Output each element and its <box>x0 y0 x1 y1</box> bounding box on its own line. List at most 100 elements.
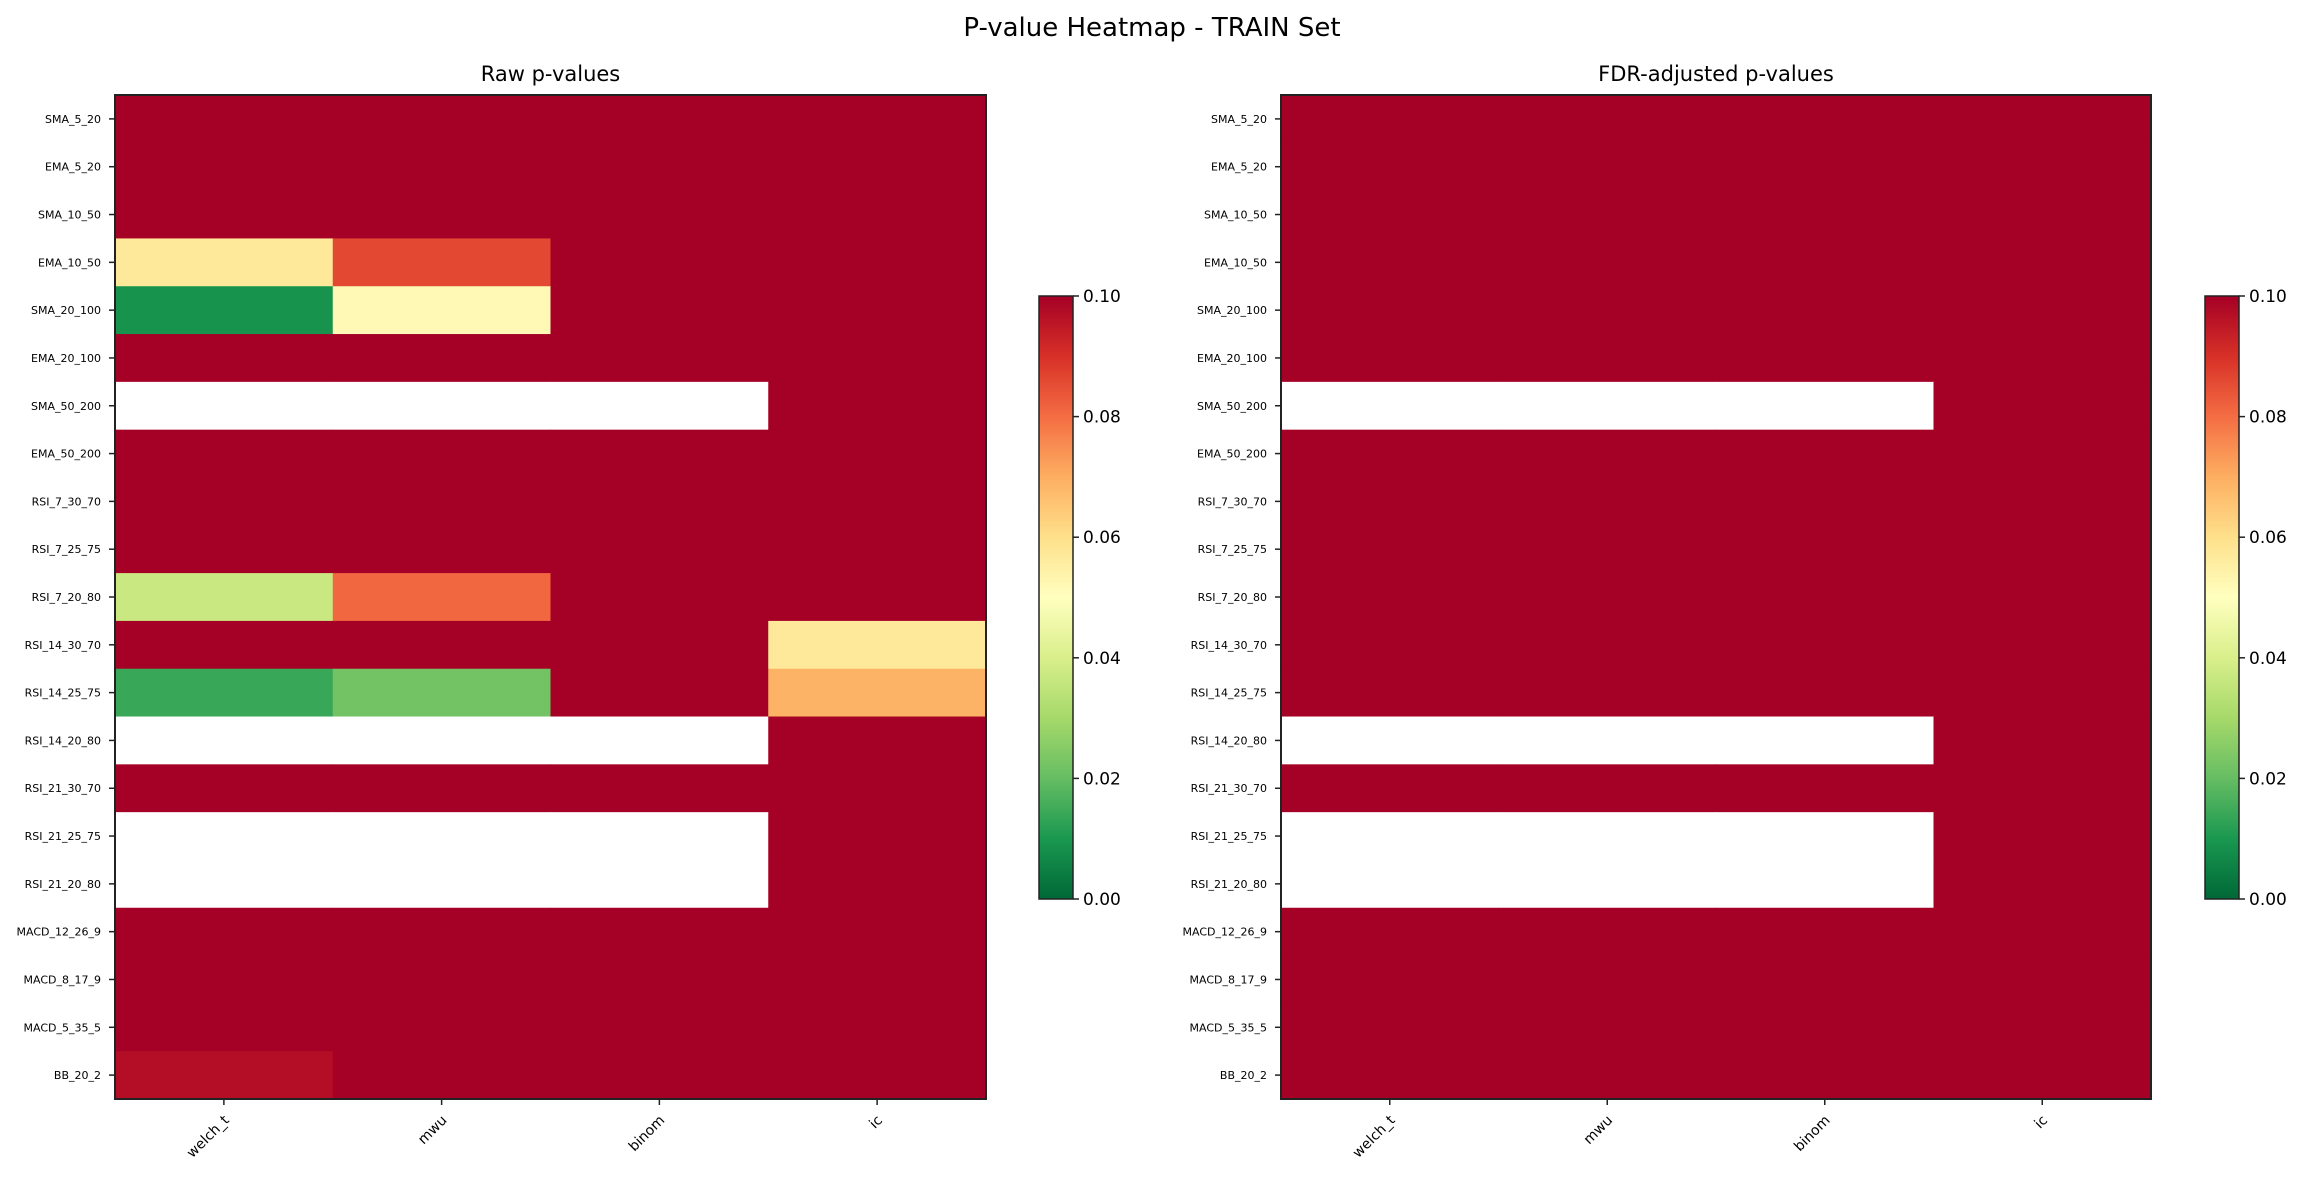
heatmap-cell <box>115 955 334 1004</box>
heatmap-cell <box>332 381 552 431</box>
heatmap-cell <box>1498 764 1717 813</box>
y-tick-label: EMA_10_50 <box>1204 256 1267 269</box>
x-tick-label: ic <box>2032 1113 2052 1133</box>
y-tick-label: RSI_14_25_75 <box>1191 687 1267 700</box>
panel-title: FDR-adjusted p-values <box>1598 62 1834 86</box>
y-tick-label: MACD_5_35_5 <box>1190 1021 1267 1034</box>
heatmap-cell <box>115 477 334 526</box>
heatmap-cell <box>115 238 334 287</box>
heatmap-cell <box>1933 668 2152 718</box>
heatmap-cell <box>115 812 334 861</box>
heatmap-panel-0: Raw p-values SMA_5_20 EMA_5_20 SMA_10_50 EMA… <box>17 62 1121 1161</box>
heatmap-cell <box>1716 620 1935 670</box>
heatmap-cell <box>1933 716 2152 765</box>
heatmap-cell <box>1716 668 1935 718</box>
heatmap-cell <box>1716 573 1935 622</box>
heatmap-cell <box>1933 238 2152 287</box>
heatmap-cell <box>1498 668 1717 718</box>
colorbar-tick-label: 0.08 <box>1083 408 1121 428</box>
heatmap-cell <box>1281 238 1500 287</box>
heatmap-cell <box>1498 429 1717 479</box>
heatmap-cell <box>1716 716 1935 765</box>
colorbar-tick-label: 0.02 <box>1083 769 1121 789</box>
colorbar-tick-label: 0.00 <box>2249 890 2287 910</box>
heatmap-cell <box>115 668 334 718</box>
y-tick-label: RSI_21_20_80 <box>25 878 101 891</box>
heatmap-cell <box>1716 1003 1935 1052</box>
heatmap-cell <box>1498 620 1717 670</box>
heatmap-panel-1: FDR-adjusted p-values SMA_5_20 EMA_5_20 SMA… <box>1183 62 2287 1161</box>
heatmap-cell <box>1933 812 2152 861</box>
y-tick-label: RSI_21_25_75 <box>1191 830 1267 843</box>
heatmap-cell <box>1281 620 1500 670</box>
y-tick-label: BB_20_2 <box>1220 1069 1267 1082</box>
heatmap-cell <box>115 429 334 479</box>
heatmap-cell <box>1716 955 1935 1004</box>
x-tick-label: mwu <box>1581 1113 1616 1148</box>
heatmap-cell <box>1281 142 1500 192</box>
heatmap-cell <box>1281 907 1500 957</box>
heatmap-cell <box>1716 764 1935 813</box>
heatmap-cell <box>1498 1051 1717 1100</box>
heatmap-cell <box>115 620 334 670</box>
heatmap-cell <box>1281 190 1500 240</box>
heatmap-cell <box>1281 286 1500 335</box>
heatmap-cell <box>1933 1051 2152 1100</box>
y-tick-label: EMA_50_200 <box>31 448 101 461</box>
heatmap-cell <box>1933 334 2152 383</box>
heatmap-cell <box>1716 95 1935 144</box>
figure-title: P-value Heatmap - TRAIN Set <box>963 13 1340 43</box>
heatmap-cell <box>1716 334 1935 383</box>
heatmap-cell <box>1716 477 1935 526</box>
heatmap-cell <box>1498 334 1717 383</box>
y-tick-label: EMA_20_100 <box>1197 352 1267 365</box>
heatmap-cell <box>768 812 987 861</box>
y-tick-label: SMA_50_200 <box>1197 400 1267 413</box>
heatmap-cell <box>1498 95 1717 144</box>
colorbar-tick-label: 0.04 <box>1083 649 1121 669</box>
heatmap-cell <box>768 190 987 240</box>
heatmap-cell <box>550 238 769 287</box>
heatmap-cell <box>550 668 769 718</box>
y-tick-label: MACD_12_26_9 <box>17 926 101 939</box>
heatmap-cell <box>1933 477 2152 526</box>
heatmap-cell <box>1933 859 2152 909</box>
heatmap-cell <box>768 573 987 622</box>
heatmap-cell <box>550 286 769 335</box>
heatmap-cell <box>332 190 552 240</box>
heatmap-cell <box>332 859 552 909</box>
heatmap-cell <box>1281 812 1500 861</box>
y-tick-label: RSI_14_25_75 <box>25 687 101 700</box>
x-tick-label: welch_t <box>1350 1112 1399 1161</box>
x-tick-label: mwu <box>415 1113 450 1148</box>
x-tick-label: binom <box>1791 1113 1833 1155</box>
heatmap-cell <box>1498 525 1717 574</box>
y-tick-label: EMA_50_200 <box>1197 448 1267 461</box>
heatmap-cell <box>1716 907 1935 957</box>
heatmap-cell <box>768 955 987 1004</box>
heatmap-cell <box>550 429 769 479</box>
heatmap-cell <box>1716 859 1935 909</box>
heatmap-cell <box>332 955 552 1004</box>
heatmap-cell <box>550 859 769 909</box>
heatmap-cell <box>1281 1003 1500 1052</box>
heatmap-cell <box>1498 142 1717 192</box>
y-tick-label: RSI_14_20_80 <box>1191 734 1267 747</box>
heatmap-cell <box>768 334 987 383</box>
heatmap-cell <box>1281 95 1500 144</box>
heatmap-cell <box>1933 573 2152 622</box>
heatmap-cell <box>1716 286 1935 335</box>
heatmap-cell <box>1933 955 2152 1004</box>
heatmap-cell <box>1498 238 1717 287</box>
heatmap-cell <box>115 573 334 622</box>
heatmap-cell <box>1716 525 1935 574</box>
y-tick-label: MACD_8_17_9 <box>1190 973 1267 986</box>
heatmap-cell <box>1933 95 2152 144</box>
heatmap-cell <box>550 907 769 957</box>
heatmap-cell <box>768 381 987 431</box>
y-tick-label: RSI_7_30_70 <box>32 495 101 508</box>
y-tick-label: EMA_20_100 <box>31 352 101 365</box>
heatmap-cell <box>1281 764 1500 813</box>
heatmap-cell <box>1933 381 2152 431</box>
